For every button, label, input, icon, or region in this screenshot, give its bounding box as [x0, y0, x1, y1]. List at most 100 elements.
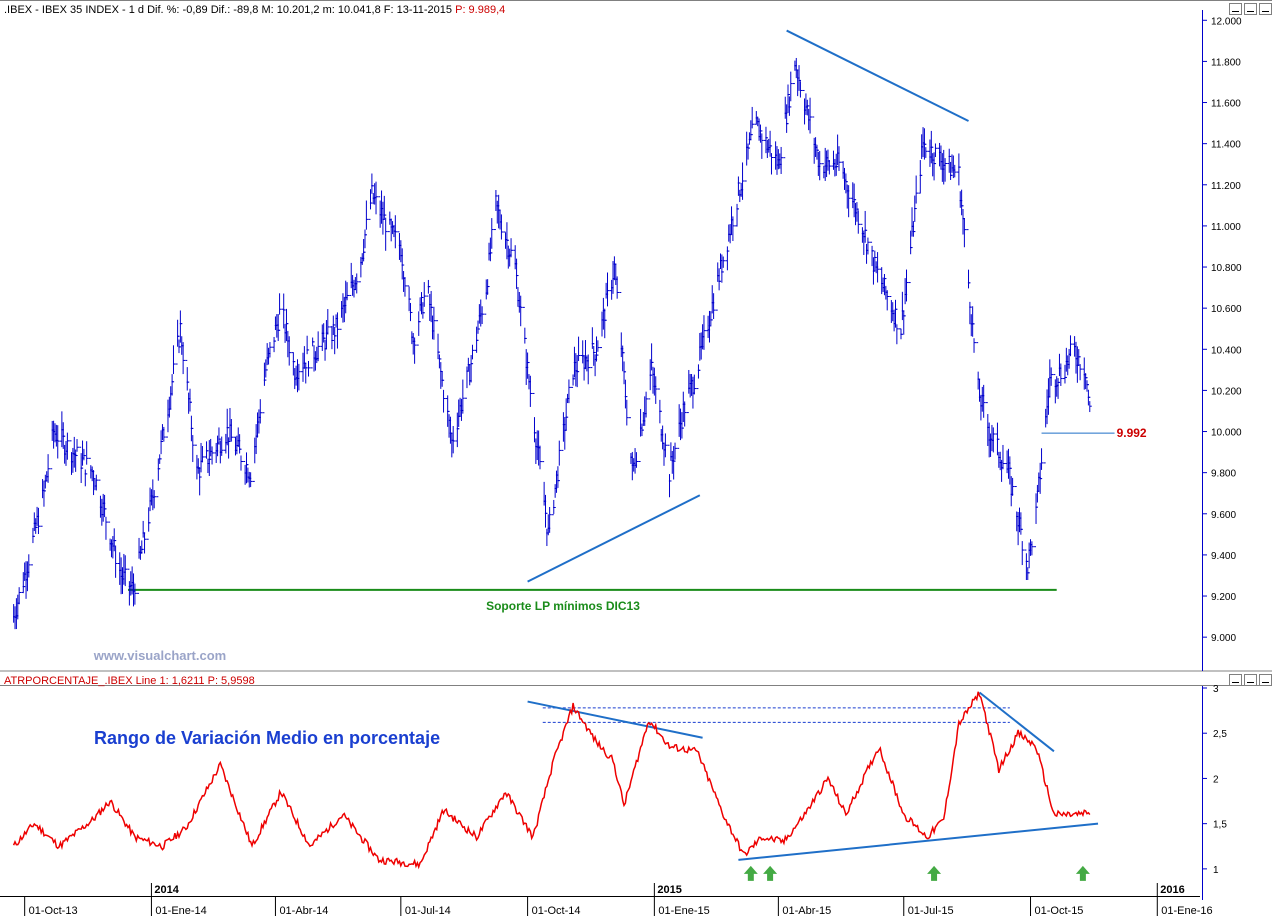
price-bar — [933, 143, 938, 165]
price-bar — [277, 293, 282, 331]
price-bar — [509, 238, 514, 258]
price-bar — [696, 364, 701, 390]
price-bar — [1010, 477, 1015, 496]
price-bar — [962, 218, 967, 248]
price-bar — [460, 379, 465, 414]
up-arrow-icon — [927, 865, 942, 881]
price-bar — [856, 208, 861, 234]
price-bar — [798, 79, 803, 98]
x-tick-label: 01-Ene-15 — [658, 905, 709, 917]
price-bar — [306, 349, 311, 377]
price-bar — [185, 359, 190, 391]
price-bar — [402, 277, 407, 297]
x-tick-label: 01-Oct-14 — [532, 905, 581, 917]
price-bar — [701, 315, 706, 350]
year-label: 2014 — [154, 884, 179, 896]
price-bar — [1000, 444, 1005, 470]
indicator-minimize-button[interactable] — [1229, 674, 1242, 686]
price-bar — [181, 342, 186, 375]
price-bar — [943, 158, 948, 182]
atr-series-line — [12, 691, 1091, 870]
price-bar — [219, 436, 224, 456]
up-arrow-icon — [763, 865, 778, 881]
price-bar — [258, 399, 263, 424]
price-bar — [885, 290, 890, 311]
price-bar — [972, 323, 977, 353]
x-tick-label: 01-Ene-16 — [1161, 905, 1212, 917]
y-tick-label: 11.200 — [1211, 181, 1241, 192]
x-tick-label: 01-Ene-14 — [155, 905, 206, 917]
price-bar — [171, 345, 176, 383]
indicator-title: Rango de Variación Medio en porcentaje — [94, 728, 440, 748]
price-bar — [142, 532, 147, 554]
price-bar — [1020, 528, 1025, 566]
price-bar — [416, 311, 421, 346]
price-bar — [94, 474, 99, 491]
price-bar — [865, 237, 870, 255]
price-bar — [123, 555, 128, 587]
x-tick-label: 01-Jul-14 — [405, 905, 451, 917]
main-header-price: P: 9.989,4 — [455, 4, 505, 16]
price-bar — [663, 433, 668, 458]
price-bar — [788, 71, 793, 108]
atr-line — [12, 691, 1091, 870]
price-bar — [296, 363, 301, 391]
atr-trendline — [738, 822, 1099, 861]
indicator-close-button[interactable] — [1259, 674, 1272, 686]
main-minimize-button[interactable] — [1229, 3, 1242, 15]
indicator-maximize-button[interactable] — [1244, 674, 1257, 686]
x-tick-label: 01-Oct-15 — [1035, 905, 1084, 917]
price-bar — [364, 200, 369, 236]
price-bar — [673, 442, 678, 462]
y-tick-label: 9.600 — [1211, 510, 1236, 521]
price-bar — [1087, 396, 1092, 413]
atr-trendline — [978, 691, 1055, 753]
y-tick-label: 9.000 — [1211, 633, 1236, 644]
price-bar — [422, 282, 427, 314]
price-bar — [17, 587, 22, 605]
price-bar — [1078, 356, 1083, 381]
price-bar — [725, 246, 730, 271]
y-tick-label: 11.000 — [1211, 222, 1241, 233]
price-bar — [267, 342, 272, 358]
price-bar — [557, 440, 562, 482]
main-maximize-button[interactable] — [1244, 3, 1257, 15]
price-bar — [103, 508, 108, 540]
indicator-y-tick-label: 2 — [1213, 774, 1219, 785]
last-price-label: 9.992 — [1117, 426, 1147, 440]
y-tick-label: 9.800 — [1211, 469, 1236, 480]
price-bar — [537, 445, 542, 470]
price-bar — [1068, 335, 1073, 357]
price-bar — [682, 401, 687, 427]
price-bar — [152, 490, 157, 509]
price-bar — [132, 583, 137, 605]
atr-trendline — [527, 700, 703, 739]
price-bar — [634, 452, 639, 468]
main-header: .IBEX - IBEX 35 INDEX - 1 d Dif. %: -0,8… — [4, 4, 505, 16]
price-bar — [740, 162, 745, 200]
price-bar — [316, 331, 321, 362]
indicator-y-tick-label: 1,5 — [1213, 820, 1227, 831]
price-bar — [846, 185, 851, 218]
price-bar — [190, 427, 195, 463]
price-bar — [566, 379, 571, 404]
main-close-button[interactable] — [1259, 3, 1272, 15]
price-bar — [692, 374, 697, 395]
price-bar — [431, 306, 436, 340]
price-bar — [26, 554, 31, 578]
price-bar — [75, 439, 80, 457]
y-tick-label: 10.600 — [1211, 304, 1242, 315]
price-bar — [287, 336, 292, 366]
price-bar — [808, 97, 813, 134]
price-bar — [325, 309, 330, 335]
y-tick-label: 10.200 — [1211, 386, 1242, 397]
up-arrow-icon — [1075, 865, 1090, 881]
indicator-y-tick-label: 1 — [1213, 865, 1219, 876]
indicator-y-tick-label: 2,5 — [1213, 729, 1227, 740]
price-bar — [981, 384, 986, 418]
y-tick-label: 11.600 — [1211, 99, 1241, 110]
price-bar — [489, 218, 494, 254]
price-bar — [36, 507, 41, 535]
price-bar — [894, 308, 899, 345]
